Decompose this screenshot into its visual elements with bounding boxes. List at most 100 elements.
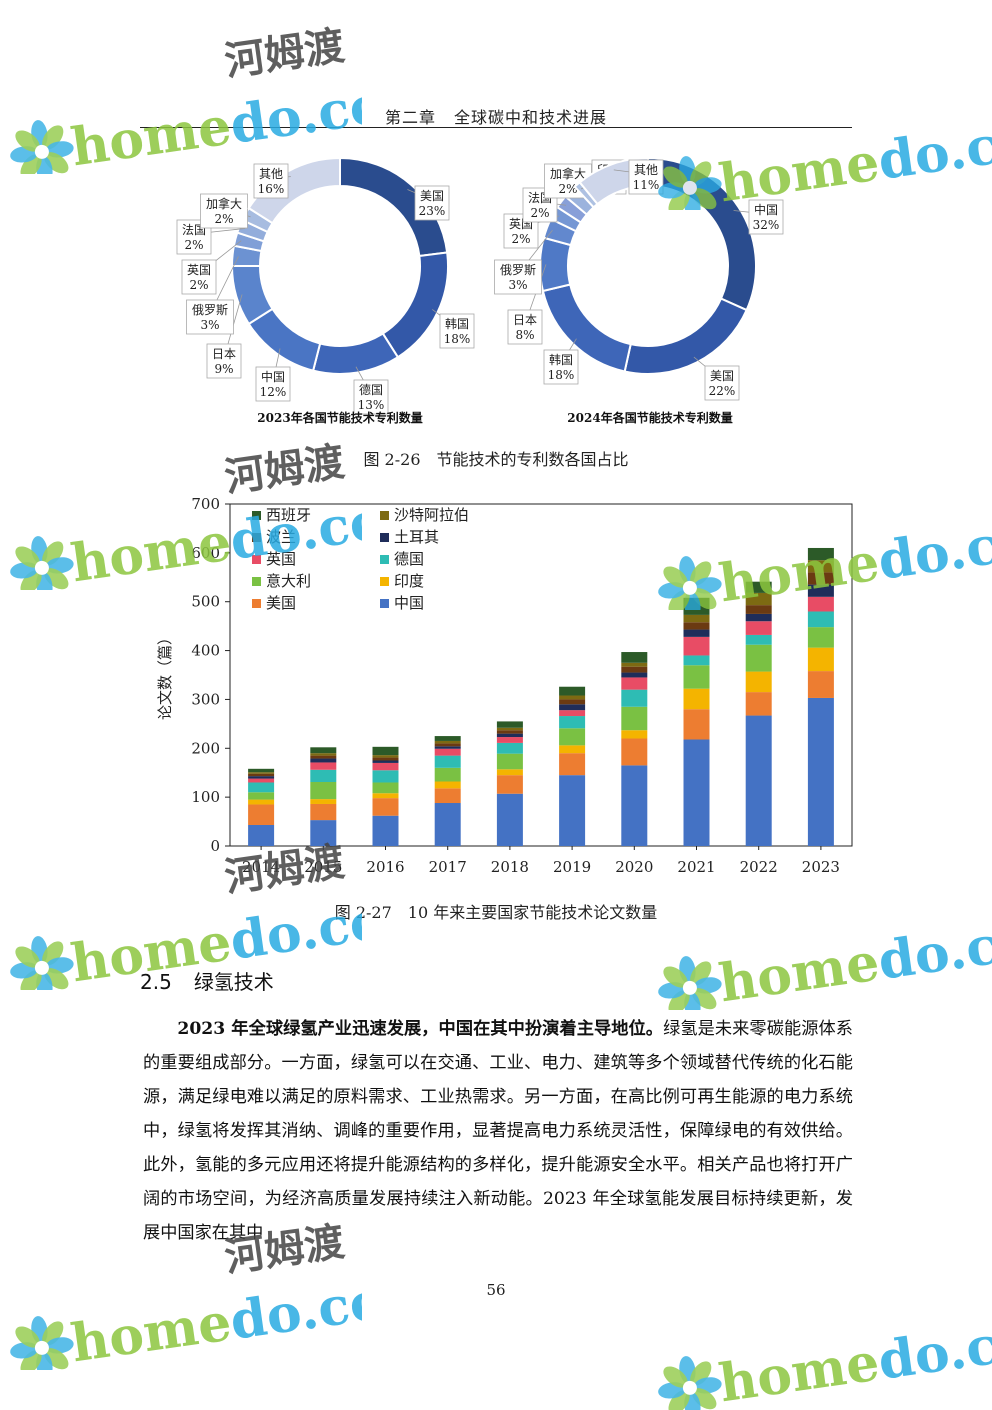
donut-0-percent-9: 16% [258, 182, 285, 196]
donut-0-percent-3: 12% [260, 385, 287, 399]
legend-swatch-3 [380, 533, 389, 542]
bar-2016-8 [372, 755, 399, 758]
donut-0-label-box-0 [414, 185, 450, 221]
donut-0-percent-0: 23% [419, 204, 446, 218]
header-title: 全球碳中和技术进展 [454, 108, 608, 127]
bar-2019-8 [559, 695, 586, 700]
bar-2014-3 [248, 792, 275, 800]
bar-2017-1 [434, 788, 461, 804]
bar-2017-2 [434, 781, 461, 789]
bar-2017-9 [434, 736, 461, 741]
bar-2022-8 [745, 592, 772, 606]
y-tick-label-0: 0 [210, 837, 220, 855]
x-tick-label-9: 2023 [802, 858, 840, 876]
legend-label-6: 意大利 [266, 572, 311, 590]
figure-2-26-caption: 图 2-26 节能技术的专利数各国占比 [363, 450, 629, 469]
bar-2020-2 [621, 730, 648, 739]
donut-1-category-1: 美国 [710, 369, 734, 383]
bar-2016-1 [372, 798, 399, 816]
donut-2023-title: 2023年各国节能技术专利数量 [257, 411, 423, 425]
legend-label-9: 中国 [394, 594, 424, 612]
bar-2019-5 [559, 710, 586, 717]
bar-2022-0 [745, 715, 772, 846]
bar-2020-3 [621, 706, 648, 731]
bar-2016-0 [372, 815, 399, 846]
bar-2022-5 [745, 621, 772, 635]
donut-1-label-box-9 [628, 159, 664, 195]
bar-2021-3 [683, 665, 710, 689]
bar-2023-6 [807, 584, 834, 597]
donut-0-slice-1 [381, 251, 449, 359]
donut-0-percent-7: 2% [184, 238, 203, 252]
legend-swatch-4 [252, 555, 261, 564]
donut-0-percent-4: 9% [214, 362, 233, 376]
bar-2015-0 [310, 820, 337, 846]
donut-0-label-box-7 [176, 219, 212, 255]
donut-1-percent-7: 2% [558, 182, 577, 196]
section-heading: 2.5 绿氢技术 [140, 966, 274, 995]
bar-2017-6 [434, 746, 461, 749]
bar-2019-2 [559, 745, 586, 754]
x-tick-label-8: 2022 [740, 858, 778, 876]
donut-1-category-3: 日本 [513, 313, 537, 327]
bar-2017-5 [434, 748, 461, 756]
bar-2022-2 [745, 671, 772, 693]
bar-2016-6 [372, 760, 399, 763]
flower-logo-icon [658, 1356, 722, 1410]
donut-0-label-box-5 [186, 299, 234, 335]
bar-2018-0 [496, 793, 523, 846]
bar-2016-2 [372, 793, 399, 799]
bar-2014-8 [248, 772, 275, 774]
donut-1-percent-2: 18% [548, 368, 575, 382]
donut-0-percent-2: 13% [358, 398, 385, 412]
donut-0-label-box-8 [200, 193, 248, 229]
donut-0-percent-6: 2% [189, 278, 208, 292]
y-tick-label-2: 200 [191, 739, 220, 757]
donut-1-label-box-3 [507, 309, 543, 345]
legend-label-7: 印度 [394, 572, 424, 590]
section-number: 2.5 [140, 970, 172, 994]
legend-swatch-2 [252, 533, 261, 542]
legend-swatch-0 [252, 511, 261, 520]
bar-2014-1 [248, 804, 275, 825]
donut-0-percent-1: 18% [444, 332, 471, 346]
y-tick-label-3: 300 [191, 690, 220, 708]
header-rule [140, 127, 852, 128]
bar-2021-8 [683, 614, 710, 623]
donut-1-percent-4: 3% [508, 278, 527, 292]
legend-swatch-1 [380, 511, 389, 520]
y-tick-label-5: 500 [191, 593, 220, 611]
flower-logo-icon [10, 936, 74, 990]
donut-1-slice-1 [623, 297, 748, 375]
bar-2017-8 [434, 740, 461, 744]
donut-0-category-5: 俄罗斯 [192, 303, 228, 317]
bar-2021-9 [683, 597, 710, 615]
flower-logo-icon [10, 536, 74, 590]
para-bold-lead: 2023 年全球绿氢产业迅速发展，中国在其中扮演着主导地位。 [177, 1019, 664, 1039]
bar-2023-9 [807, 547, 834, 561]
bar-2023-0 [807, 697, 834, 846]
bar-2018-2 [496, 769, 523, 776]
bar-2023-8 [807, 560, 834, 573]
para-text: 绿氢是未来零碳能源体系的重要组成部分。一方面，绿氢可以在交通、工业、电力、建筑等… [143, 1019, 853, 1243]
bar-2022-3 [745, 644, 772, 672]
bar-2023-7 [807, 572, 834, 585]
donut-0-category-9: 其他 [259, 167, 283, 181]
bar-2016-5 [372, 762, 399, 771]
donut-0-percent-8: 2% [214, 212, 233, 226]
donut-1-percent-6: 2% [530, 206, 549, 220]
donut-1-label-box-4 [494, 259, 542, 295]
body-paragraph: 2023 年全球绿氢产业迅速发展，中国在其中扮演着主导地位。绿氢是未来零碳能源体… [143, 1012, 853, 1250]
bar-2017-7 [434, 743, 461, 747]
legend-swatch-6 [252, 577, 261, 586]
bar-2021-7 [683, 622, 710, 630]
bar-2018-4 [496, 742, 523, 754]
bar-2021-2 [683, 688, 710, 710]
legend-swatch-9 [380, 599, 389, 608]
figure-2-27-caption: 图 2-27 10 年来主要国家节能技术论文数量 [334, 903, 658, 922]
donut-1-percent-5: 2% [511, 232, 530, 246]
flower-logo-icon [10, 1316, 74, 1370]
bar-2022-9 [745, 581, 772, 593]
bar-2015-3 [310, 781, 337, 800]
bar-2020-5 [621, 677, 648, 690]
